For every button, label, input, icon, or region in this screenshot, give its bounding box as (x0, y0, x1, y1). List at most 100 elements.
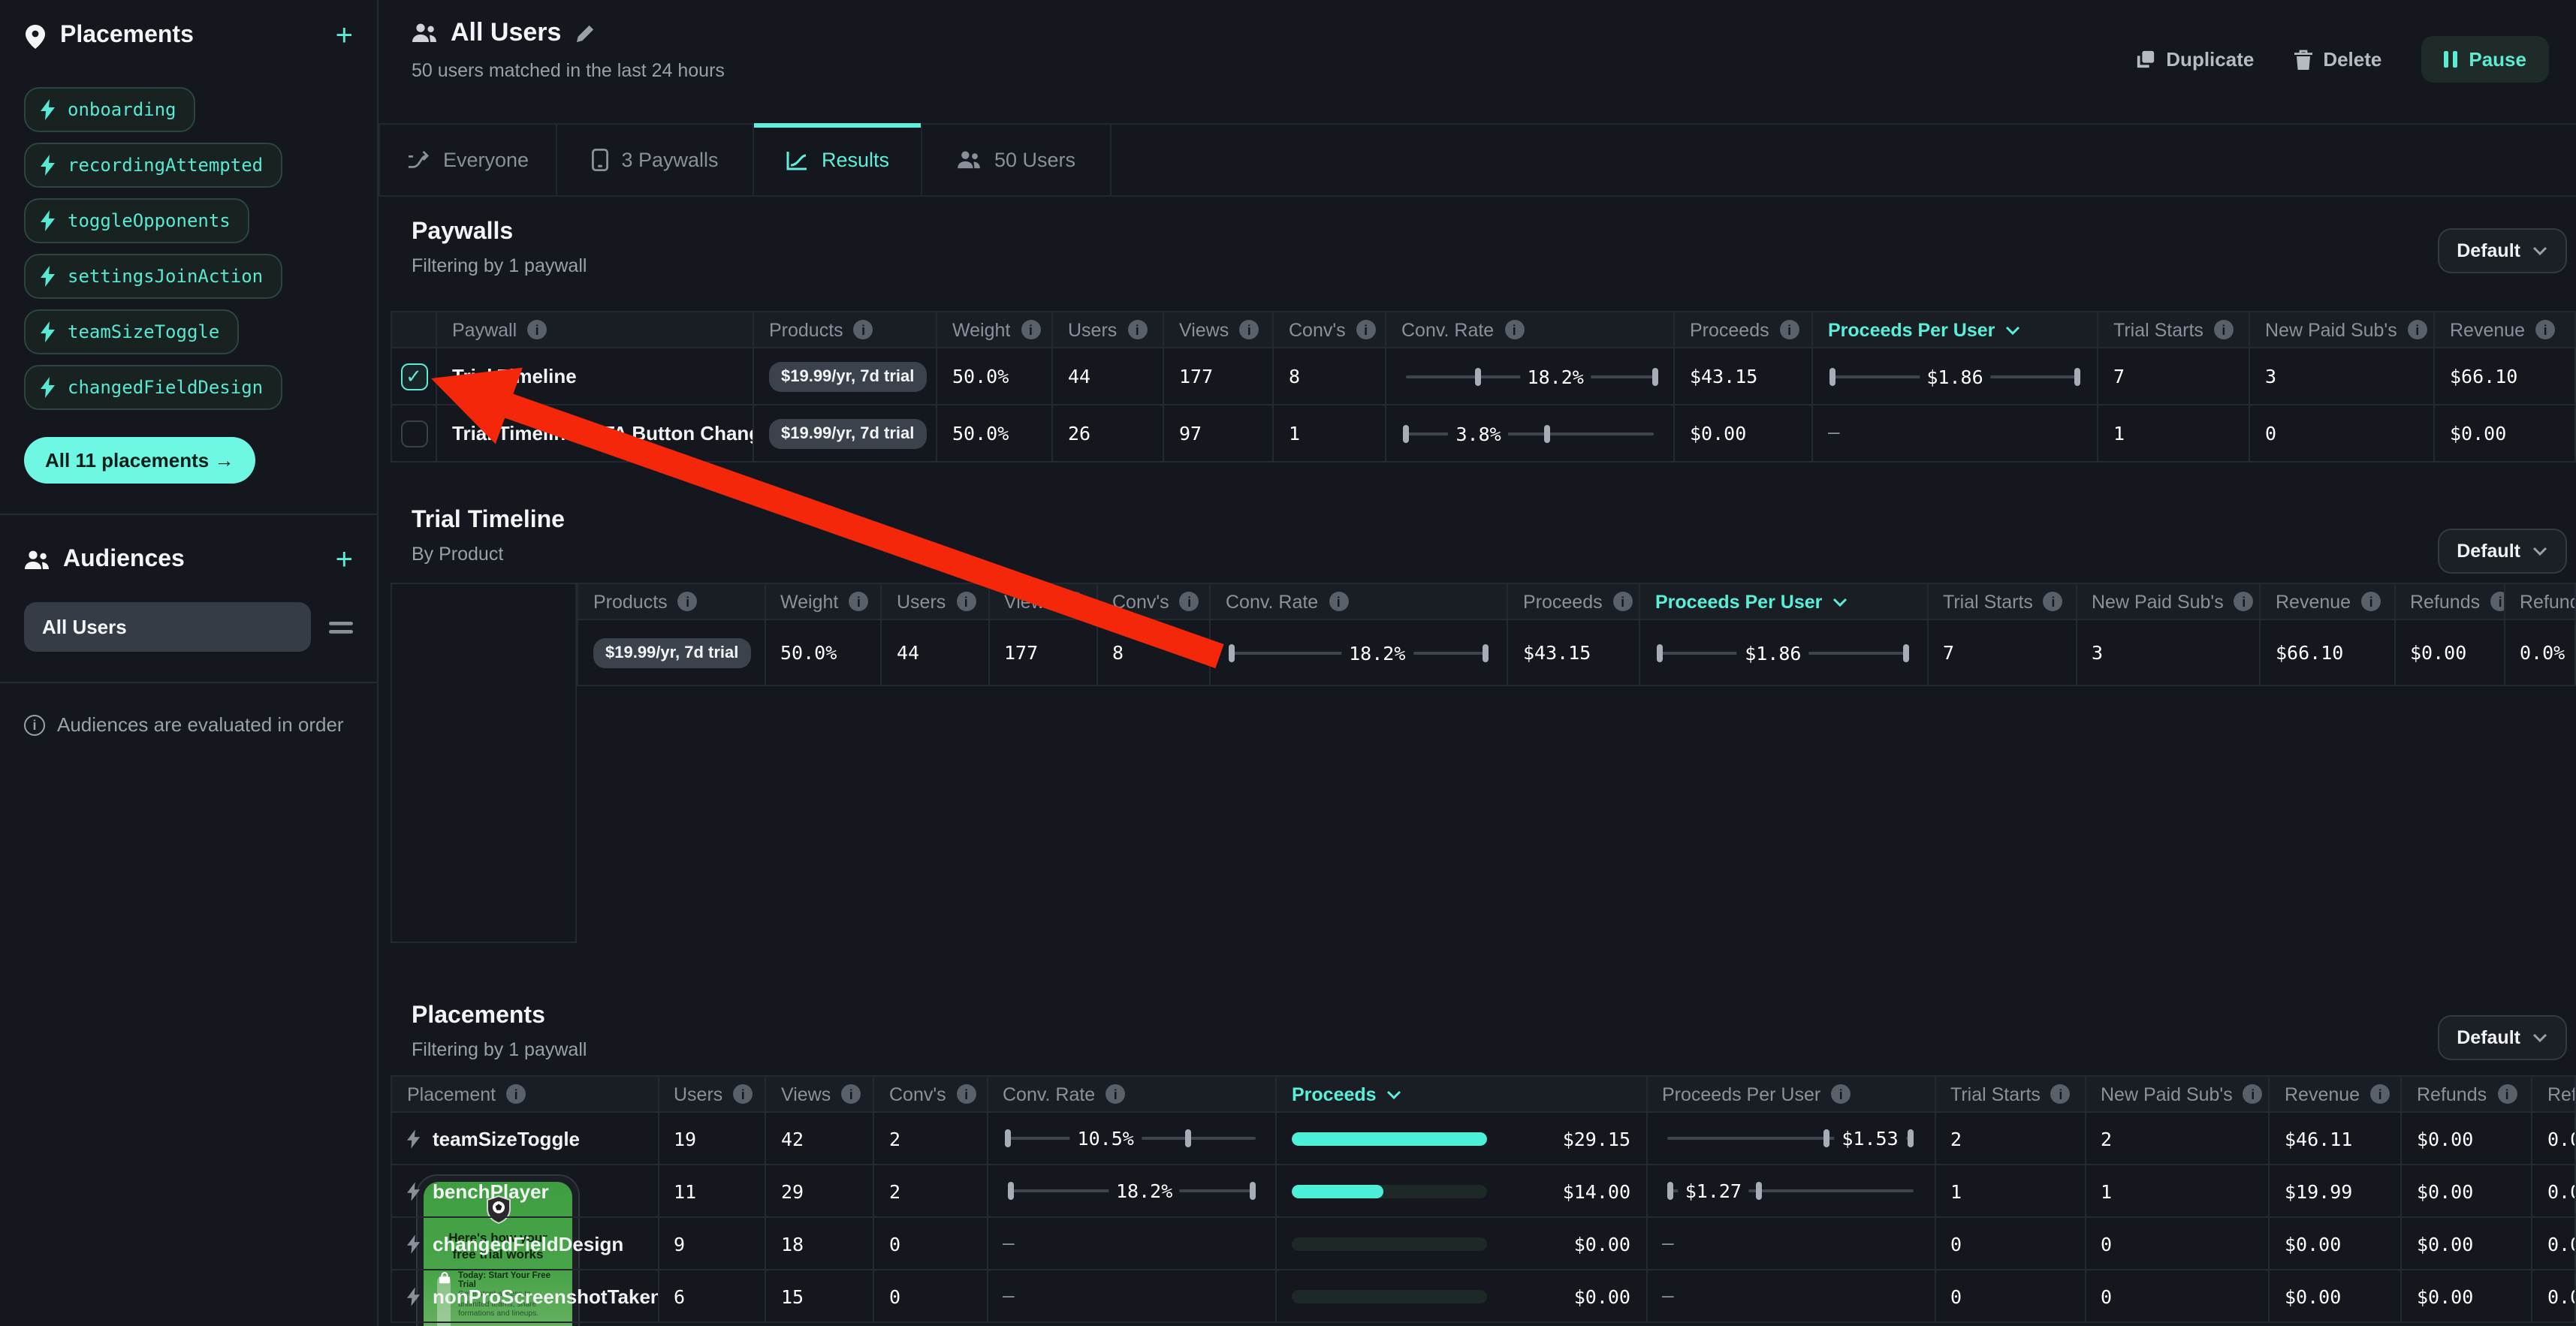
col-products[interactable]: Products i (754, 312, 937, 347)
tab-results[interactable]: Results (754, 123, 922, 195)
col-proceeds-per-user[interactable]: Proceeds Per User i (1647, 1077, 1935, 1111)
placements-default-dropdown[interactable]: Default (2437, 1015, 2567, 1060)
pause-button[interactable]: Pause (2421, 36, 2549, 83)
byproduct-default-dropdown[interactable]: Default (2437, 529, 2567, 574)
views-cell: 29 (766, 1165, 874, 1216)
col-revenue[interactable]: Revenue i (2270, 1077, 2402, 1111)
info-icon: i (527, 320, 547, 339)
col-weight[interactable]: Weight i (937, 312, 1053, 347)
byproduct-row[interactable]: $19.99/yr, 7d trial 50.0% 44 177 8 18.2%… (578, 620, 2576, 686)
col-conv-rate[interactable]: Conv. Rate i (1211, 584, 1508, 619)
duplicate-button[interactable]: Duplicate (2136, 48, 2254, 71)
proceeds-bar (1292, 1132, 1487, 1145)
paywalls-default-dropdown[interactable]: Default (2437, 228, 2567, 273)
placement-name-cell: benchPlayer (392, 1165, 659, 1216)
main-content: All Users 50 users matched in the last 2… (379, 0, 2576, 1326)
proceeds-cell: $43.15 (1508, 620, 1640, 685)
tab-paywalls[interactable]: 3 Paywalls (557, 125, 754, 195)
delete-button[interactable]: Delete (2293, 48, 2381, 71)
bolt-icon (407, 1286, 421, 1306)
col-weight[interactable]: Weight i (765, 584, 882, 619)
col-conv-rate[interactable]: Conv. Rate i (988, 1077, 1277, 1111)
col-trial-starts[interactable]: Trial Starts i (2098, 312, 2250, 347)
col-proceeds-per-user-sorted[interactable]: Proceeds Per User (1640, 584, 1928, 619)
col-convs[interactable]: Conv's i (1097, 584, 1211, 619)
bolt-icon (407, 1234, 421, 1253)
tab-everyone[interactable]: Everyone (379, 125, 557, 195)
placement-tag-changedFieldDesign[interactable]: changedFieldDesign (24, 365, 283, 410)
placement-row-changedFieldDesign[interactable]: changedFieldDesign 9 18 0 – $0.00 – 0 0 … (392, 1218, 2576, 1270)
col-refunds[interactable]: Refunds i (2395, 584, 2505, 619)
refund-rate-cell: 0.0% (2505, 620, 2576, 685)
col-paywall[interactable]: Paywall i (437, 312, 754, 347)
chevron-down-icon (2532, 547, 2547, 556)
add-placement-button[interactable]: + (335, 20, 353, 53)
col-revenue[interactable]: Revenue i (2261, 584, 2395, 619)
col-refunds[interactable]: Refunds i (2402, 1077, 2532, 1111)
placement-tag-toggleOpponents[interactable]: toggleOpponents (24, 198, 250, 243)
revenue-cell: $66.10 (2261, 620, 2395, 685)
placement-row-benchPlayer[interactable]: benchPlayer 11 29 2 18.2% $14.00 $1.27 1… (392, 1165, 2576, 1218)
col-users[interactable]: Users i (882, 584, 989, 619)
info-icon: i (1239, 320, 1259, 339)
col-proceeds[interactable]: Proceeds i (1508, 584, 1640, 619)
tab-users[interactable]: 50 Users (922, 125, 1112, 195)
placement-tag-teamSizeToggle[interactable]: teamSizeToggle (24, 309, 240, 354)
col-convs[interactable]: Conv's i (874, 1077, 988, 1111)
col-users[interactable]: Users i (1053, 312, 1164, 347)
sidebar-divider (0, 514, 377, 515)
placement-row-nonProScreenshotTaken[interactable]: nonProScreenshotTaken 6 15 0 – $0.00 – 0… (392, 1270, 2576, 1323)
col-proceeds[interactable]: Proceeds i (1675, 312, 1813, 347)
placement-tag-settingsJoinAction[interactable]: settingsJoinAction (24, 254, 283, 299)
proceeds-cell: $43.15 (1675, 348, 1813, 404)
col-new-paid-subs[interactable]: New Paid Sub's i (2250, 312, 2435, 347)
pencil-icon[interactable] (575, 23, 594, 43)
users-cell: 6 (659, 1270, 766, 1321)
paywall-row-trial-timeline[interactable]: Trial Timeline $19.99/yr, 7d trial 50.0%… (392, 348, 2576, 405)
col-trial-starts[interactable]: Trial Starts i (1928, 584, 2077, 619)
col-proceeds-sorted[interactable]: Proceeds (1277, 1077, 1647, 1111)
default-label: Default (2457, 1027, 2520, 1048)
audience-item-all-users[interactable]: All Users (24, 602, 311, 652)
pause-label: Pause (2469, 48, 2526, 71)
col-placement[interactable]: Placement i (392, 1077, 659, 1111)
info-icon: i (1064, 592, 1084, 611)
col-views[interactable]: Views i (766, 1077, 874, 1111)
convs-cell: 8 (1097, 620, 1211, 685)
col-views[interactable]: Views i (989, 584, 1097, 619)
info-icon: i (956, 592, 976, 611)
info-icon: i (1831, 1084, 1851, 1104)
col-new-paid-subs[interactable]: New Paid Sub's i (2077, 584, 2261, 619)
paywall-phone-preview[interactable]: Here's how your free trial works Today: … (416, 1174, 580, 1326)
col-revenue[interactable]: Revenue i (2435, 312, 2576, 347)
col-conv-rate[interactable]: Conv. Rate i (1386, 312, 1675, 347)
info-icon: i (506, 1084, 526, 1104)
new-paid-subs-cell: 3 (2250, 348, 2435, 404)
chevron-down-icon (2006, 325, 2020, 334)
placement-tag-label: recordingAttempted (68, 155, 264, 176)
add-audience-button[interactable]: + (335, 544, 353, 577)
col-products[interactable]: Products i (578, 584, 765, 619)
col-views[interactable]: Views i (1164, 312, 1274, 347)
col-new-paid-subs[interactable]: New Paid Sub's i (2086, 1077, 2270, 1111)
col-trial-starts[interactable]: Trial Starts i (1935, 1077, 2086, 1111)
col-convs[interactable]: Conv's i (1274, 312, 1386, 347)
bolt-icon (41, 99, 55, 120)
all-placements-button[interactable]: All 11 placements → (24, 437, 255, 484)
drag-handle-icon[interactable] (329, 619, 353, 634)
row-checkbox[interactable] (400, 420, 427, 447)
col-proceeds-per-user-sorted[interactable]: Proceeds Per User (1813, 312, 2098, 347)
info-icon: i (853, 320, 873, 339)
placement-tag-recordingAttempted[interactable]: recordingAttempted (24, 143, 283, 188)
product-pill: $19.99/yr, 7d trial (769, 418, 927, 448)
product-pill: $19.99/yr, 7d trial (769, 361, 927, 391)
placement-row-teamSizeToggle[interactable]: teamSizeToggle 19 42 2 10.5% $29.15 $1.5… (392, 1113, 2576, 1165)
refunds-cell: $0.00 (2402, 1165, 2532, 1216)
new-paid-subs-cell: 0 (2086, 1270, 2270, 1321)
row-checkbox[interactable] (400, 363, 427, 390)
paywall-row-trial-timeline-cta[interactable]: Trial Timeline (CTA Button Change) $19.9… (392, 405, 2576, 463)
placement-tag-onboarding[interactable]: onboarding (24, 87, 196, 132)
col-users[interactable]: Users i (659, 1077, 766, 1111)
